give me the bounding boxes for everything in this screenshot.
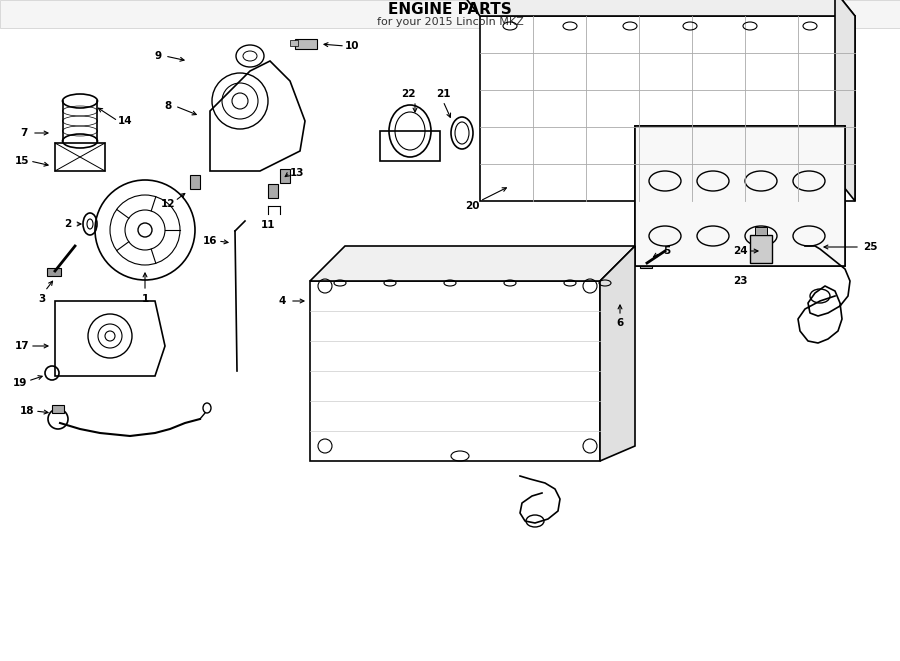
Text: 24: 24 (733, 246, 747, 256)
Bar (380, 131, 440, 161)
Text: 20: 20 (464, 201, 479, 211)
Text: 1: 1 (141, 294, 149, 304)
Bar (190, 175, 200, 189)
Text: 21: 21 (436, 89, 450, 99)
Bar (750, 235, 772, 263)
Text: 5: 5 (663, 246, 670, 256)
Bar (755, 227, 767, 235)
Text: 12: 12 (161, 199, 176, 209)
Text: 8: 8 (165, 101, 172, 111)
Bar (290, 40, 298, 46)
Bar (295, 39, 317, 49)
Text: 19: 19 (13, 378, 27, 388)
Bar (635, 126, 845, 266)
Polygon shape (310, 281, 600, 461)
Text: ENGINE PARTS: ENGINE PARTS (388, 3, 512, 17)
Text: 17: 17 (14, 341, 30, 351)
Bar (635, 126, 845, 266)
Text: 16: 16 (202, 236, 217, 246)
Bar (55, 143, 105, 171)
Bar (47, 268, 61, 276)
Text: 6: 6 (616, 318, 624, 328)
Text: 11: 11 (261, 220, 275, 230)
Text: 9: 9 (155, 51, 162, 61)
Polygon shape (210, 61, 305, 171)
Bar (52, 405, 64, 413)
Bar (280, 169, 290, 183)
Text: 25: 25 (863, 242, 878, 252)
Polygon shape (310, 246, 635, 281)
Polygon shape (600, 246, 635, 461)
Text: 7: 7 (21, 128, 28, 138)
Bar (640, 260, 652, 268)
Text: 14: 14 (118, 116, 132, 126)
Bar (268, 184, 278, 198)
Text: 2: 2 (65, 219, 72, 229)
Text: 4: 4 (278, 296, 285, 306)
Text: 15: 15 (14, 156, 29, 166)
Text: 10: 10 (345, 41, 359, 51)
Text: 22: 22 (400, 89, 415, 99)
Text: 13: 13 (290, 168, 304, 178)
Text: 18: 18 (20, 406, 34, 416)
Text: 3: 3 (39, 294, 46, 304)
Polygon shape (480, 16, 855, 201)
Bar (0, 0, 900, 28)
Text: 23: 23 (733, 276, 747, 286)
Text: for your 2015 Lincoln MKZ: for your 2015 Lincoln MKZ (376, 17, 524, 27)
Polygon shape (835, 0, 855, 201)
Polygon shape (460, 0, 855, 16)
